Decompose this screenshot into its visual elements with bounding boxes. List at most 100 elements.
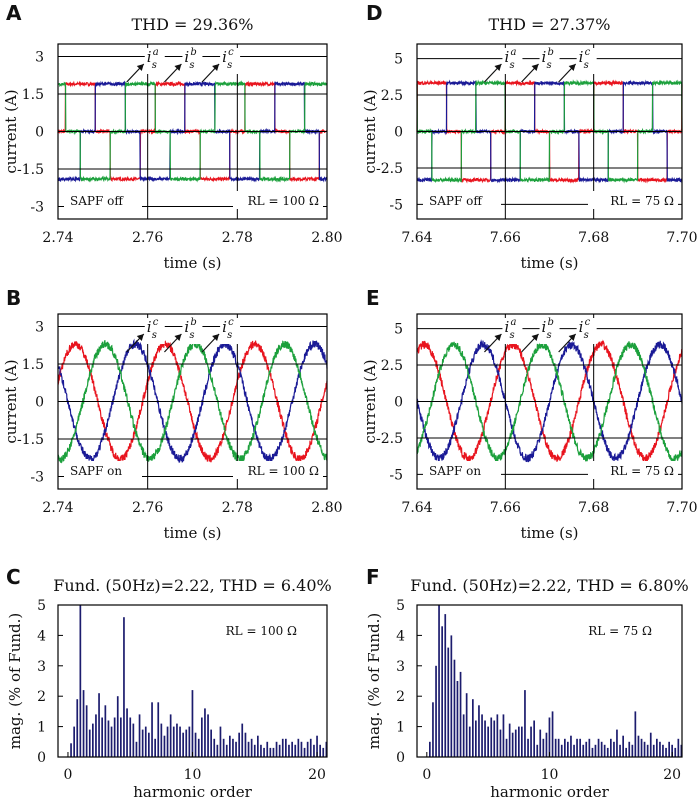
series-line-b	[416, 339, 683, 463]
harmonic-bar	[120, 717, 122, 757]
harmonic-bar	[107, 720, 110, 757]
phase-label-bg	[576, 48, 597, 74]
y-axis-label: current (A)	[2, 359, 20, 443]
harmonic-bar	[533, 720, 535, 757]
harmonic-bar	[132, 723, 135, 757]
harmonic-bar	[475, 720, 477, 757]
phase-label-superscript: c	[228, 47, 234, 58]
panel-label-f: F	[366, 565, 380, 589]
harmonic-bar	[288, 744, 290, 757]
x-tick-label: 20	[308, 767, 326, 783]
harmonic-bar	[250, 738, 253, 757]
phase-label-bg	[539, 318, 560, 344]
phase-label-subscript: s	[152, 60, 157, 71]
y-tick-label: -1.5	[17, 162, 44, 178]
harmonic-bar	[613, 741, 615, 757]
harmonic-bar	[269, 747, 272, 757]
x-tick-label: 2.80	[311, 230, 342, 246]
series-line-a	[57, 80, 328, 183]
harmonic-bar	[176, 723, 178, 757]
y-axis-label: current (A)	[2, 89, 20, 173]
harmonic-bar	[241, 723, 244, 757]
harmonic-bar	[521, 726, 523, 757]
panel-label-c: C	[6, 565, 21, 589]
chart-panel-e: 5 2.5 0 -2.5 -5 7.64 7.66 7.68 7.70 SAPF on RL = 7…	[361, 313, 698, 542]
phase-label-subscript: s	[509, 330, 514, 341]
phase-label-subscript: s	[509, 60, 514, 71]
harmonic-bar	[468, 726, 471, 757]
y-tick-label: 0	[396, 750, 405, 766]
x-tick-label: 2.74	[42, 500, 73, 516]
x-tick-label: 2.76	[132, 500, 163, 516]
harmonic-bar	[129, 717, 132, 757]
harmonic-bar	[309, 738, 312, 757]
harmonic-bar	[665, 747, 667, 757]
harmonic-bar	[441, 626, 443, 757]
phase-label-symbol: i	[222, 318, 227, 336]
harmonic-bar	[216, 744, 219, 757]
harmonic-bar	[179, 726, 181, 757]
series-line-b	[57, 80, 328, 183]
chart-title: THD = 29.36%	[131, 15, 253, 34]
chart-panel-c: Fund. (50Hz)=2.22, THD = 6.40% 0 1 2 3 4 5 0 10 2…	[6, 576, 332, 801]
y-tick-label: 0	[35, 395, 44, 411]
harmonic-bar	[135, 741, 138, 757]
chart-panel-d: THD = 27.37% 5 2.5 0 -2.5 -5 7.64 7.66 7.68 7.70 S…	[361, 15, 698, 272]
harmonic-bar	[649, 732, 652, 757]
harmonic-bar	[79, 605, 82, 757]
harmonic-bar	[188, 726, 191, 757]
phase-label-symbol: i	[222, 48, 227, 66]
annotation-right: RL = 75 Ω	[610, 464, 674, 478]
harmonic-bar	[438, 605, 440, 757]
annotation-right: RL = 75 Ω	[610, 194, 674, 208]
phase-label-arrowhead	[531, 334, 539, 341]
phase-label-subscript: s	[189, 60, 194, 71]
harmonic-bar	[573, 744, 575, 757]
y-tick-label: -2.5	[376, 431, 403, 447]
panel-label-a: A	[6, 1, 22, 25]
harmonic-bar	[481, 714, 483, 757]
phase-label-subscript: s	[227, 60, 232, 71]
harmonic-bar	[229, 735, 231, 757]
phase-label-superscript: c	[228, 317, 234, 328]
harmonic-bar	[303, 747, 306, 757]
y-tick-label: 1.5	[22, 87, 44, 103]
phase-label-bg	[539, 48, 560, 74]
harmonic-bar	[450, 635, 453, 757]
harmonic-bar	[235, 741, 237, 757]
annotation-bg	[588, 191, 678, 209]
phase-label-arrowhead	[136, 64, 144, 71]
x-tick-label: 7.68	[578, 500, 609, 516]
harmonic-bar	[518, 726, 520, 757]
plot-frame	[416, 313, 683, 490]
harmonic-bar	[465, 693, 468, 757]
x-tick-label: 10	[184, 767, 202, 783]
harmonic-bar	[98, 693, 100, 757]
x-tick-label: 2.76	[132, 230, 163, 246]
annotation-bg	[64, 461, 142, 479]
harmonic-bar	[656, 738, 658, 757]
harmonic-bar	[244, 732, 247, 757]
x-axis-label: time (s)	[163, 254, 221, 272]
harmonic-bar	[151, 702, 153, 757]
annotation-bg	[588, 461, 678, 479]
harmonic-bar	[524, 690, 526, 757]
phase-label-arrowhead	[494, 64, 502, 71]
harmonic-bar	[536, 744, 539, 757]
phase-label-superscript: a	[510, 47, 516, 58]
y-tick-label: 3	[37, 659, 46, 675]
harmonic-bar	[487, 726, 489, 757]
x-tick-label: 2.74	[42, 230, 73, 246]
harmonic-bar	[677, 738, 680, 757]
annotation-load: RL = 75 Ω	[588, 624, 652, 638]
harmonic-bar	[70, 743, 72, 757]
x-tick-label: 20	[663, 767, 681, 783]
harmonic-bar	[313, 744, 315, 757]
plot-frame	[57, 604, 328, 758]
harmonic-bar	[484, 720, 486, 757]
harmonic-bar	[619, 744, 621, 757]
harmonic-bar	[444, 614, 447, 757]
phase-label-arrowhead	[212, 334, 220, 341]
harmonic-bar	[191, 690, 194, 757]
harmonic-bar	[594, 744, 597, 757]
